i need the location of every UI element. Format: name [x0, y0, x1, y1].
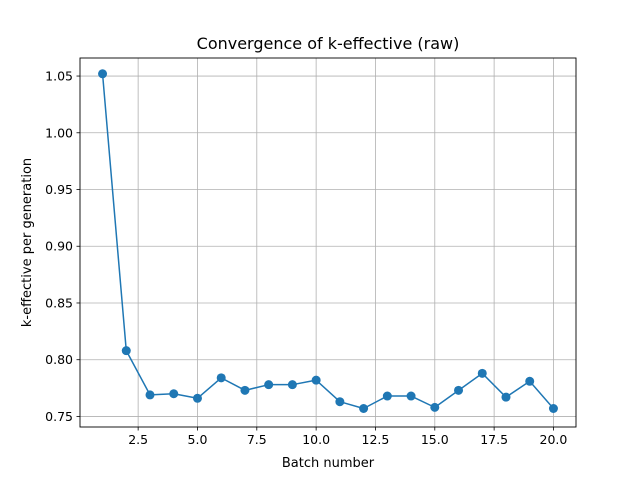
data-point — [264, 380, 274, 390]
x-tick-label: 17.5 — [480, 432, 508, 447]
y-tick-label: 0.80 — [45, 352, 73, 367]
y-axis-title: k-effective per generation — [20, 158, 35, 327]
data-point — [169, 389, 179, 399]
x-tick-label: 15.0 — [421, 432, 449, 447]
data-point — [98, 69, 108, 79]
x-axis-title: Batch number — [282, 456, 375, 471]
x-tick-label: 12.5 — [362, 432, 390, 447]
grid — [80, 58, 576, 427]
plot-frame — [79, 57, 577, 428]
data-point — [477, 368, 487, 378]
series-line — [98, 69, 558, 414]
data-point — [359, 404, 369, 414]
data-point — [311, 375, 321, 385]
data-point — [121, 346, 131, 356]
y-tick-label: 0.75 — [45, 409, 73, 424]
data-point — [335, 397, 345, 407]
x-tick-label: 20.0 — [540, 432, 568, 447]
data-point — [430, 402, 440, 412]
data-point — [406, 391, 416, 401]
axis-ticks: 2.5 5.0 7.5 10.0 12.5 15.0 17.5 20.0 0.75 0.80 0.8… — [45, 69, 567, 447]
data-point — [382, 391, 392, 401]
x-tick-label: 10.0 — [302, 432, 330, 447]
y-tick-label: 0.85 — [45, 295, 73, 310]
data-point — [548, 404, 558, 414]
data-point — [192, 393, 202, 403]
y-tick-label: 0.90 — [45, 239, 73, 254]
data-point — [145, 390, 155, 400]
data-point — [240, 385, 250, 395]
data-point — [501, 392, 511, 402]
y-tick-label: 1.05 — [45, 69, 73, 84]
chart-title: Convergence of k-effective (raw) — [197, 34, 460, 53]
data-point — [525, 376, 535, 386]
x-tick-label: 2.5 — [128, 432, 148, 447]
data-point — [454, 385, 464, 395]
data-point — [287, 380, 297, 390]
y-tick-label: 0.95 — [45, 182, 73, 197]
x-tick-label: 7.5 — [247, 432, 267, 447]
y-tick-label: 1.00 — [45, 125, 73, 140]
data-point — [216, 373, 226, 383]
x-tick-label: 5.0 — [188, 432, 208, 447]
